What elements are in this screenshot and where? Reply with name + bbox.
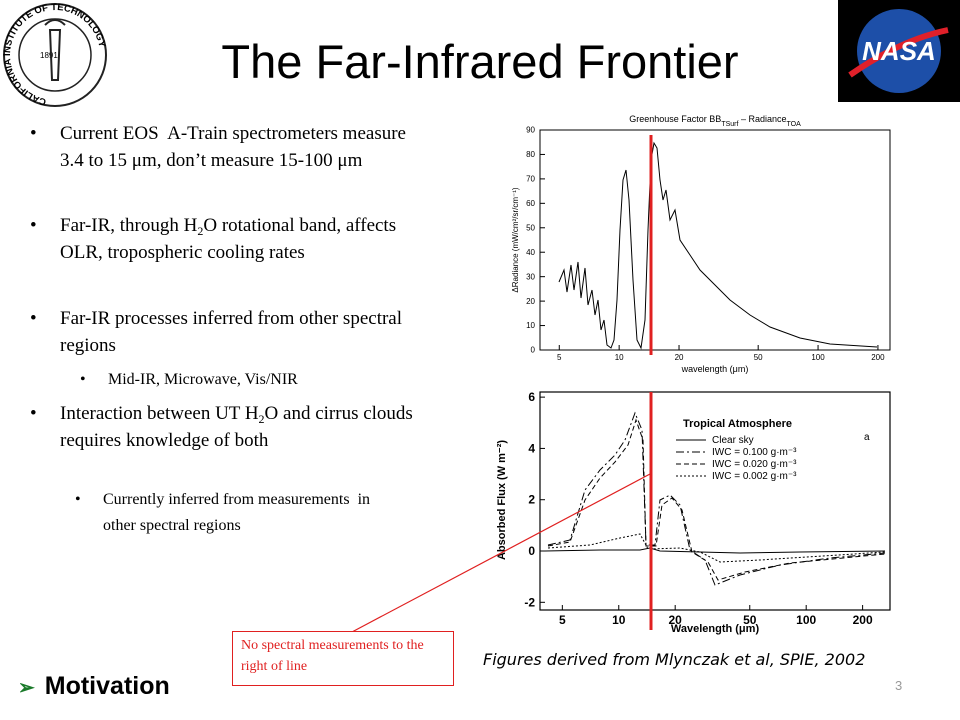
bullet-text: O rotational band, affects OLR, troposph…	[60, 215, 401, 263]
y-tick-label: 0	[531, 346, 536, 355]
caption: Figures derived from Mlynczak et al, SPI…	[483, 650, 866, 669]
y-tick-label: 50	[526, 223, 535, 232]
x-axis-label: Wavelength (μm)	[671, 623, 760, 635]
x-tick-label: 100	[796, 613, 816, 627]
x-tick-label: 10	[615, 353, 624, 362]
caltech-logo: CALIFORNIA INSTITUTE OF TECHNOLOGY 1891	[2, 2, 107, 107]
figure-bottom: Wavelength (μm) Absorbed Flux (W m⁻²) Tr…	[496, 390, 891, 635]
y-tick-label: 90	[526, 126, 535, 135]
legend-entry: Clear sky	[712, 435, 754, 446]
x-tick-label: 5	[557, 353, 562, 362]
y-tick-label: 70	[526, 175, 535, 184]
slide-title: The Far-Infrared Frontier	[221, 35, 738, 88]
figure-title: TOA	[786, 121, 801, 128]
y-tick-label: 6	[528, 390, 535, 404]
x-tick-label: 200	[871, 353, 885, 362]
y-tick-label: 10	[526, 321, 535, 330]
x-tick-label: 200	[853, 613, 873, 627]
y-tick-label: 0	[528, 544, 535, 558]
y-tick-label: 40	[526, 248, 535, 257]
figure-title: – Radiance	[738, 114, 786, 124]
sub-bullet: Mid-IR, Microwave, Vis/NIR	[80, 367, 408, 393]
sub-bullet: Currently inferred from measurements in …	[75, 487, 383, 539]
legend-entry: IWC = 0.100 g·m⁻³	[712, 447, 797, 458]
bullet-text: O and cirrus clouds requires knowledge o…	[60, 403, 418, 451]
annotation-box: No spectral measurements to the right of…	[232, 631, 454, 686]
bullet: Interaction between UT H2O and cirrus cl…	[30, 400, 420, 454]
page-number: 3	[895, 678, 903, 693]
figure-title: Greenhouse Factor BB	[629, 114, 721, 124]
section-label: ➢ Motivation	[18, 672, 170, 701]
bullet: Far-IR processes inferred from other spe…	[30, 305, 425, 359]
y-tick-label: 60	[526, 199, 535, 208]
y-tick-label: 4	[528, 441, 535, 455]
legend-entry: IWC = 0.002 g·m⁻³	[712, 471, 797, 482]
y-axis-label: ΔRadiance (mW/cm²/sr/cm⁻¹)	[511, 187, 520, 292]
figure-top: Greenhouse Factor BBTSurf – RadianceTOA …	[511, 114, 891, 374]
subscript: 2	[258, 412, 265, 426]
x-tick-label: 10	[612, 613, 626, 627]
subscript: 2	[197, 224, 204, 238]
bullet: Far-IR, through H2O rotational band, aff…	[30, 212, 425, 266]
nasa-logo: NASA	[838, 0, 960, 102]
legend-entry: IWC = 0.020 g·m⁻³	[712, 459, 797, 470]
logo-text: NASA	[862, 36, 936, 66]
bullet-text: Far-IR, through H	[60, 215, 198, 236]
y-tick-label: 30	[526, 272, 535, 281]
panel-label: a	[864, 432, 870, 443]
y-axis-label: Absorbed Flux (W m⁻²)	[496, 440, 508, 560]
bullet: Current EOS A-Train spectrometers measur…	[30, 120, 425, 174]
y-tick-label: 20	[526, 297, 535, 306]
y-tick-label: 2	[528, 493, 535, 507]
legend-title: Tropical Atmosphere	[683, 418, 792, 430]
bullet-text: Interaction between UT H	[60, 403, 259, 424]
annotation-arrow	[351, 473, 651, 633]
x-tick-label: 5	[559, 613, 566, 627]
y-tick-label: 80	[526, 150, 535, 159]
logo-year: 1891	[40, 51, 58, 60]
x-tick-label: 100	[811, 353, 825, 362]
x-tick-label: 50	[743, 613, 757, 627]
figure-title: Greenhouse Factor BBTSurf – RadianceTOA	[629, 114, 801, 128]
figure-title: TSurf	[721, 121, 738, 128]
arrow-bullet: ➢	[18, 677, 35, 699]
y-tick-label: -2	[524, 595, 535, 609]
section-text: Motivation	[44, 672, 170, 700]
x-tick-label: 20	[669, 613, 683, 627]
x-tick-label: 20	[675, 353, 684, 362]
x-tick-label: 50	[754, 353, 763, 362]
x-axis-label: wavelength (μm)	[681, 364, 749, 374]
